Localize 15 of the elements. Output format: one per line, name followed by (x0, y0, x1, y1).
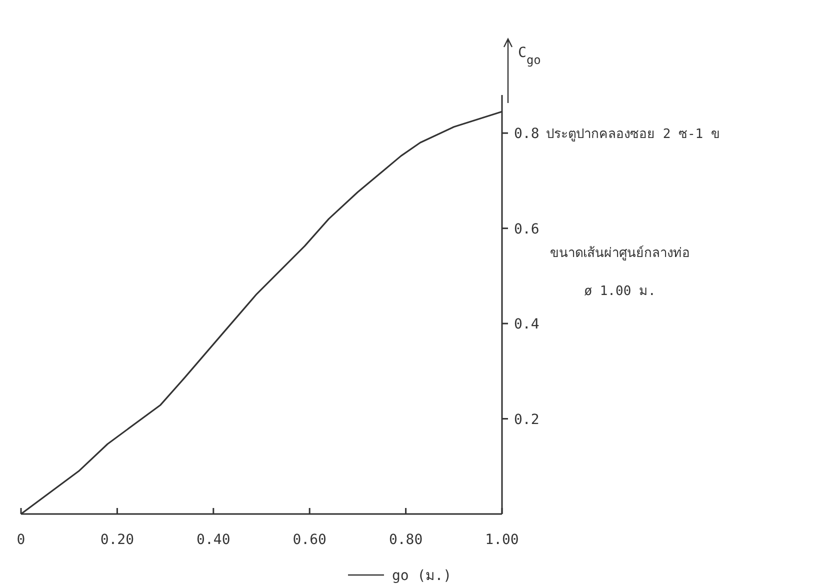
x-tick-label: 1.00 (485, 532, 519, 548)
x-tick-label: 0.40 (196, 532, 230, 548)
x-tick-label: 0 (16, 532, 26, 548)
text: ประตูปากคลองซอย 2 ซ-1 ข (546, 127, 720, 142)
text: ขนาดเส้นผ่าศูนย์กลางท่อ (550, 245, 690, 262)
y-tick-label: 0.4 (514, 316, 540, 333)
y-tick-label: 0.8 (514, 126, 540, 142)
y-axis-title: C$_{go}$ (518, 45, 541, 67)
text: ø 1.00 ม. (584, 284, 656, 300)
x-tick-label: 0.60 (292, 532, 326, 548)
y-tick-label: 0.6 (514, 221, 540, 238)
x-axis-title: go (ม.) (392, 568, 452, 584)
x-tick-label: 0.20 (100, 532, 134, 548)
x-tick-label: 0.80 (388, 532, 423, 548)
y-tick-label: 0.2 (514, 412, 540, 428)
